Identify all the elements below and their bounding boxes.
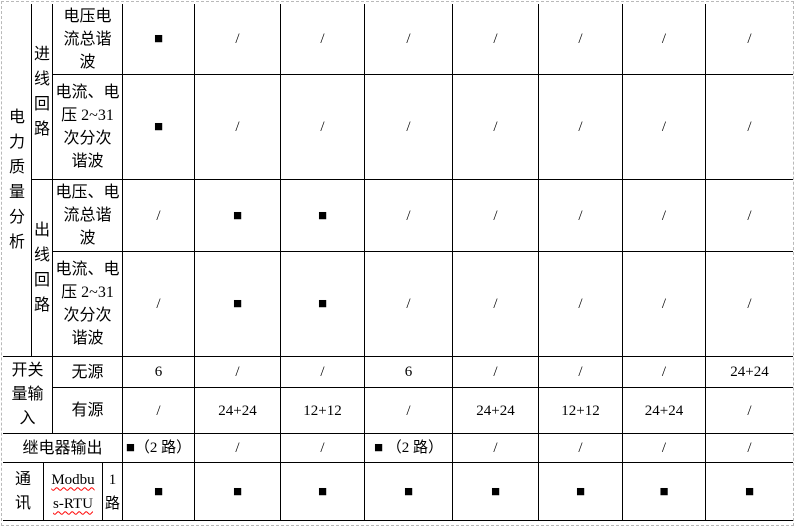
table-cell: / [453,434,539,463]
table-cell: / [539,252,623,357]
label-incoming-circuit: 进 线 回 路 [32,4,53,180]
label-passive: 无源 [53,357,123,388]
table-cell: / [539,434,623,463]
table-cell: / [365,180,453,252]
table-cell: ■ [123,463,195,521]
table-cell: / [706,4,793,75]
table-cell: ■ [623,463,706,521]
table-cell: ■ [195,463,281,521]
table-cell: / [365,75,453,180]
table-cell: / [706,75,793,180]
table-cell: / [453,357,539,388]
table-cell: / [195,357,281,388]
table-cell: 12+12 [281,388,365,434]
table-cell: ■ [539,463,623,521]
table-cell: ■ [365,463,453,521]
table-cell: / [195,434,281,463]
table-cell: ■ [123,4,195,75]
table-cell: / [623,252,706,357]
label-relay-output: 继电器输出 [3,434,123,463]
table-cell: / [195,4,281,75]
table-cell: / [623,4,706,75]
table-cell: 24+24 [623,388,706,434]
label-switch-input: 开关 量输 入 [3,357,53,434]
table-cell: ■ [195,252,281,357]
table-cell: / [281,357,365,388]
label-outgoing-circuit: 出 线 回 路 [32,180,53,357]
table-cell: / [365,252,453,357]
table-cell: / [195,75,281,180]
table-cell: 12+12 [539,388,623,434]
table-cell: ■ [195,180,281,252]
table-cell: 24+24 [195,388,281,434]
table-cell: 24+24 [706,357,793,388]
metric-outgoing-order-harmonic: 电流、电 压 2~31 次分次 谐波 [53,252,123,357]
table-cell: / [453,180,539,252]
spec-table: 电 力 质 量 分 析 进 线 回 路 出 线 回 路 电压电 流总谐 波 ■ … [3,4,793,521]
label-power-quality-analysis: 电 力 质 量 分 析 [3,4,32,357]
table-cell: ■ [281,180,365,252]
table-cell: 6 [123,357,195,388]
table-cell: 6 [365,357,453,388]
metric-incoming-total-harmonic: 电压电 流总谐 波 [53,4,123,75]
table-cell: / [123,252,195,357]
metric-outgoing-total-harmonic: 电压、电 流总谐 波 [53,180,123,252]
table-cell: / [623,180,706,252]
table-cell: / [539,75,623,180]
table-cell: / [706,180,793,252]
table-cell: ■ [453,463,539,521]
table-cell: / [365,4,453,75]
table-cell: / [281,75,365,180]
label-active: 有源 [53,388,123,434]
table-cell: ■ [281,252,365,357]
table-cell: / [623,434,706,463]
table-cell: / [453,252,539,357]
table-cell: / [539,4,623,75]
label-communication: 通 讯 [3,463,44,521]
table-cell: ■ [123,75,195,180]
table-cell: / [539,357,623,388]
table-cell: / [706,434,793,463]
table-cell: / [123,388,195,434]
table-cell: / [281,4,365,75]
table-cell: / [123,180,195,252]
table-cell: / [539,180,623,252]
value-channel-count: 1 路 [103,463,123,521]
table-cell: ■ [706,463,793,521]
table-cell: / [623,75,706,180]
value-protocol-modbus-rtu: Modbu s-RTU [44,463,103,521]
metric-incoming-order-harmonic: 电流、电 压 2~31 次分次 谐波 [53,75,123,180]
table-cell: / [281,434,365,463]
table-cell: / [365,388,453,434]
table-cell: / [453,4,539,75]
table-cell: / [453,75,539,180]
table-cell: / [706,388,793,434]
table-cell: 24+24 [453,388,539,434]
table-cell: / [706,252,793,357]
table-cell: / [623,357,706,388]
table-cell: ■ [281,463,365,521]
table-cell: ■ （2 路） [365,434,453,463]
table-cell: ■（2 路） [123,434,195,463]
